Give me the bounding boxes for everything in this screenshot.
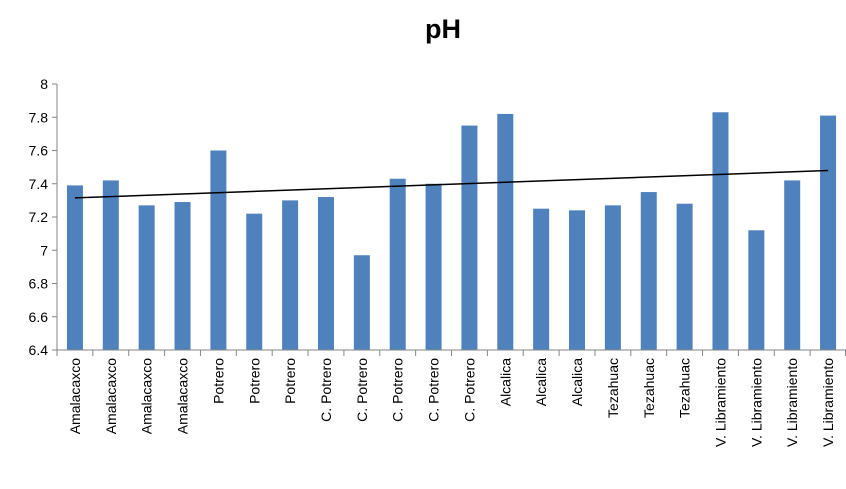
y-tick-label: 6.6 [29, 309, 49, 325]
bar [784, 180, 801, 350]
trend-line [74, 169, 829, 199]
bar [497, 113, 514, 350]
x-tick-label: C. Potrero [354, 358, 370, 422]
x-tick-label: Potrero [246, 358, 262, 404]
x-tick-label: Potrero [210, 358, 226, 404]
x-tick-label: C. Potrero [390, 358, 406, 422]
bar [604, 205, 621, 350]
x-tick-label: Tezahuac [641, 358, 657, 418]
x-tick-label: Potrero [282, 358, 298, 404]
x-tick-label: C. Potrero [461, 358, 477, 422]
x-tick-label: V. Libramiento [820, 358, 836, 447]
y-tick-label: 7.4 [29, 176, 49, 192]
y-tick-label: 6.8 [29, 276, 49, 292]
x-tick-label: Alcalica [533, 358, 549, 406]
bar [282, 200, 299, 350]
y-tick-label: 6.4 [29, 342, 49, 358]
y-tick-label: 7.2 [29, 209, 49, 225]
x-tick-label: V. Libramiento [748, 358, 764, 447]
x-tick-label: Alcalica [569, 358, 585, 406]
bars [66, 112, 837, 351]
x-tick-label: Amalacaxco [139, 358, 155, 434]
y-tick-label: 7.6 [29, 143, 49, 159]
bar [712, 112, 729, 350]
bar [174, 202, 191, 350]
x-tick-label: Amalacaxco [103, 358, 119, 434]
bar [748, 230, 765, 350]
y-tick-label: 7.8 [29, 109, 49, 125]
trendline [74, 169, 829, 199]
bar [676, 203, 693, 350]
bar [640, 192, 657, 350]
y-tick-label: 7 [40, 242, 48, 258]
x-tick-label: C. Potrero [318, 358, 334, 422]
y-axis: 6.4 6.6 6.8 7 7.2 7.4 7.6 7.8 8 [29, 76, 58, 358]
bar [317, 197, 334, 350]
bar [461, 125, 478, 350]
bar [820, 115, 837, 351]
bar [569, 210, 586, 350]
bar [353, 255, 370, 350]
x-tick-label: C. Potrero [426, 358, 442, 422]
bar [533, 208, 550, 350]
x-tick-label: Tezahuac [677, 358, 693, 418]
x-tick-label: Amalacaxco [175, 358, 191, 434]
bar [102, 180, 119, 350]
bar [389, 178, 406, 350]
bar [138, 205, 155, 350]
chart-title: pH [425, 14, 461, 44]
y-tick-label: 8 [40, 76, 48, 92]
x-tick-label: V. Libramiento [784, 358, 800, 447]
x-tick-label: Amalacaxco [67, 358, 83, 434]
bar [425, 183, 442, 350]
x-tick-label: Alcalica [497, 358, 513, 406]
x-axis: Amalacaxco Amalacaxco Amalacaxco Amalacaxco… [56, 349, 846, 447]
bar [66, 185, 83, 350]
x-tick-label: Tezahuac [605, 358, 621, 418]
bar [246, 213, 263, 350]
x-tick-label: V. Libramiento [712, 358, 728, 447]
bar [210, 150, 227, 350]
